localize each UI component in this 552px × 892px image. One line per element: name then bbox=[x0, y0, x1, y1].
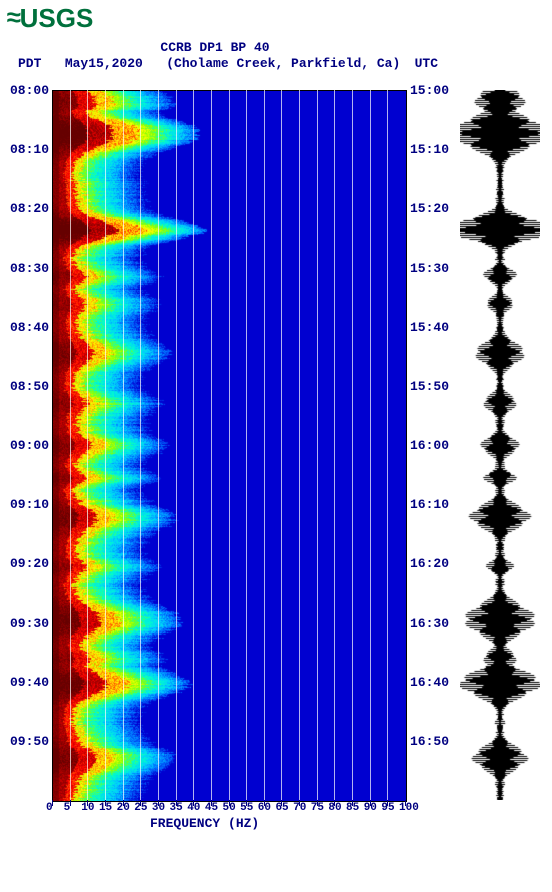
tz-left: PDT bbox=[18, 56, 41, 71]
pdt-tick: 09:00 bbox=[9, 438, 49, 453]
pdt-tick: 09:40 bbox=[9, 675, 49, 690]
utc-tick: 15:00 bbox=[410, 83, 449, 98]
pdt-tick: 08:00 bbox=[9, 83, 49, 98]
utc-tick: 15:20 bbox=[410, 201, 449, 216]
pdt-tick: 09:30 bbox=[9, 616, 49, 631]
pdt-tick: 08:20 bbox=[9, 201, 49, 216]
x-axis-title: FREQUENCY (HZ) bbox=[150, 816, 259, 831]
wave-icon: ≈ bbox=[6, 4, 16, 34]
pdt-tick: 08:50 bbox=[9, 379, 49, 394]
chart-title: CCRB DP1 BP 40 bbox=[0, 40, 430, 55]
freq-tick: 100 bbox=[399, 802, 419, 814]
tz-right: UTC bbox=[415, 56, 438, 71]
seismogram-trace bbox=[460, 90, 540, 800]
location: (Cholame Creek, Parkfield, Ca) bbox=[166, 56, 400, 71]
usgs-logo: ≈ USGS bbox=[6, 3, 93, 34]
utc-tick: 16:30 bbox=[410, 616, 449, 631]
chart-subtitle: PDT May15,2020 (Cholame Creek, Parkfield… bbox=[18, 56, 438, 71]
pdt-tick: 08:10 bbox=[9, 142, 49, 157]
pdt-tick: 08:30 bbox=[9, 261, 49, 276]
utc-tick: 15:30 bbox=[410, 261, 449, 276]
date: May15,2020 bbox=[65, 56, 143, 71]
utc-tick: 16:10 bbox=[410, 497, 449, 512]
utc-tick: 16:20 bbox=[410, 556, 449, 571]
pdt-tick: 09:20 bbox=[9, 556, 49, 571]
pdt-tick: 08:40 bbox=[9, 320, 49, 335]
utc-tick: 15:40 bbox=[410, 320, 449, 335]
utc-tick: 15:50 bbox=[410, 379, 449, 394]
utc-tick: 16:00 bbox=[410, 438, 449, 453]
utc-tick: 15:10 bbox=[410, 142, 449, 157]
pdt-tick: 09:10 bbox=[9, 497, 49, 512]
logo-text: USGS bbox=[20, 3, 94, 34]
utc-tick: 16:50 bbox=[410, 734, 449, 749]
pdt-tick: 09:50 bbox=[9, 734, 49, 749]
utc-tick: 16:40 bbox=[410, 675, 449, 690]
